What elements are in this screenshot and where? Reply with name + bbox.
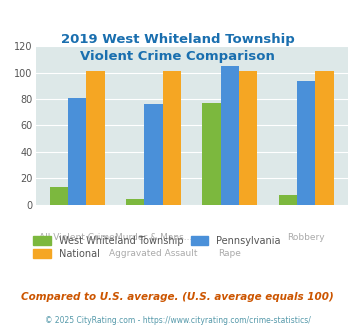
Text: Robbery: Robbery bbox=[288, 233, 325, 242]
Bar bbox=[126, 199, 144, 205]
Text: Murder & Mans...: Murder & Mans... bbox=[115, 233, 192, 242]
Bar bbox=[144, 104, 163, 205]
Bar bbox=[86, 71, 105, 205]
Bar bbox=[297, 81, 315, 205]
Bar bbox=[239, 71, 257, 205]
Bar bbox=[221, 66, 239, 205]
Bar bbox=[163, 71, 181, 205]
Bar bbox=[50, 187, 68, 205]
Bar bbox=[68, 98, 86, 205]
Text: © 2025 CityRating.com - https://www.cityrating.com/crime-statistics/: © 2025 CityRating.com - https://www.city… bbox=[45, 315, 310, 325]
Text: Aggravated Assault: Aggravated Assault bbox=[109, 249, 198, 258]
Text: All Violent Crime: All Violent Crime bbox=[39, 233, 115, 242]
Bar bbox=[202, 103, 221, 205]
Text: Compared to U.S. average. (U.S. average equals 100): Compared to U.S. average. (U.S. average … bbox=[21, 292, 334, 302]
Bar bbox=[279, 195, 297, 205]
Legend: West Whiteland Township, National, Pennsylvania: West Whiteland Township, National, Penns… bbox=[33, 236, 281, 259]
Text: Rape: Rape bbox=[218, 249, 241, 258]
Bar bbox=[315, 71, 334, 205]
Text: 2019 West Whiteland Township
Violent Crime Comparison: 2019 West Whiteland Township Violent Cri… bbox=[61, 33, 294, 63]
